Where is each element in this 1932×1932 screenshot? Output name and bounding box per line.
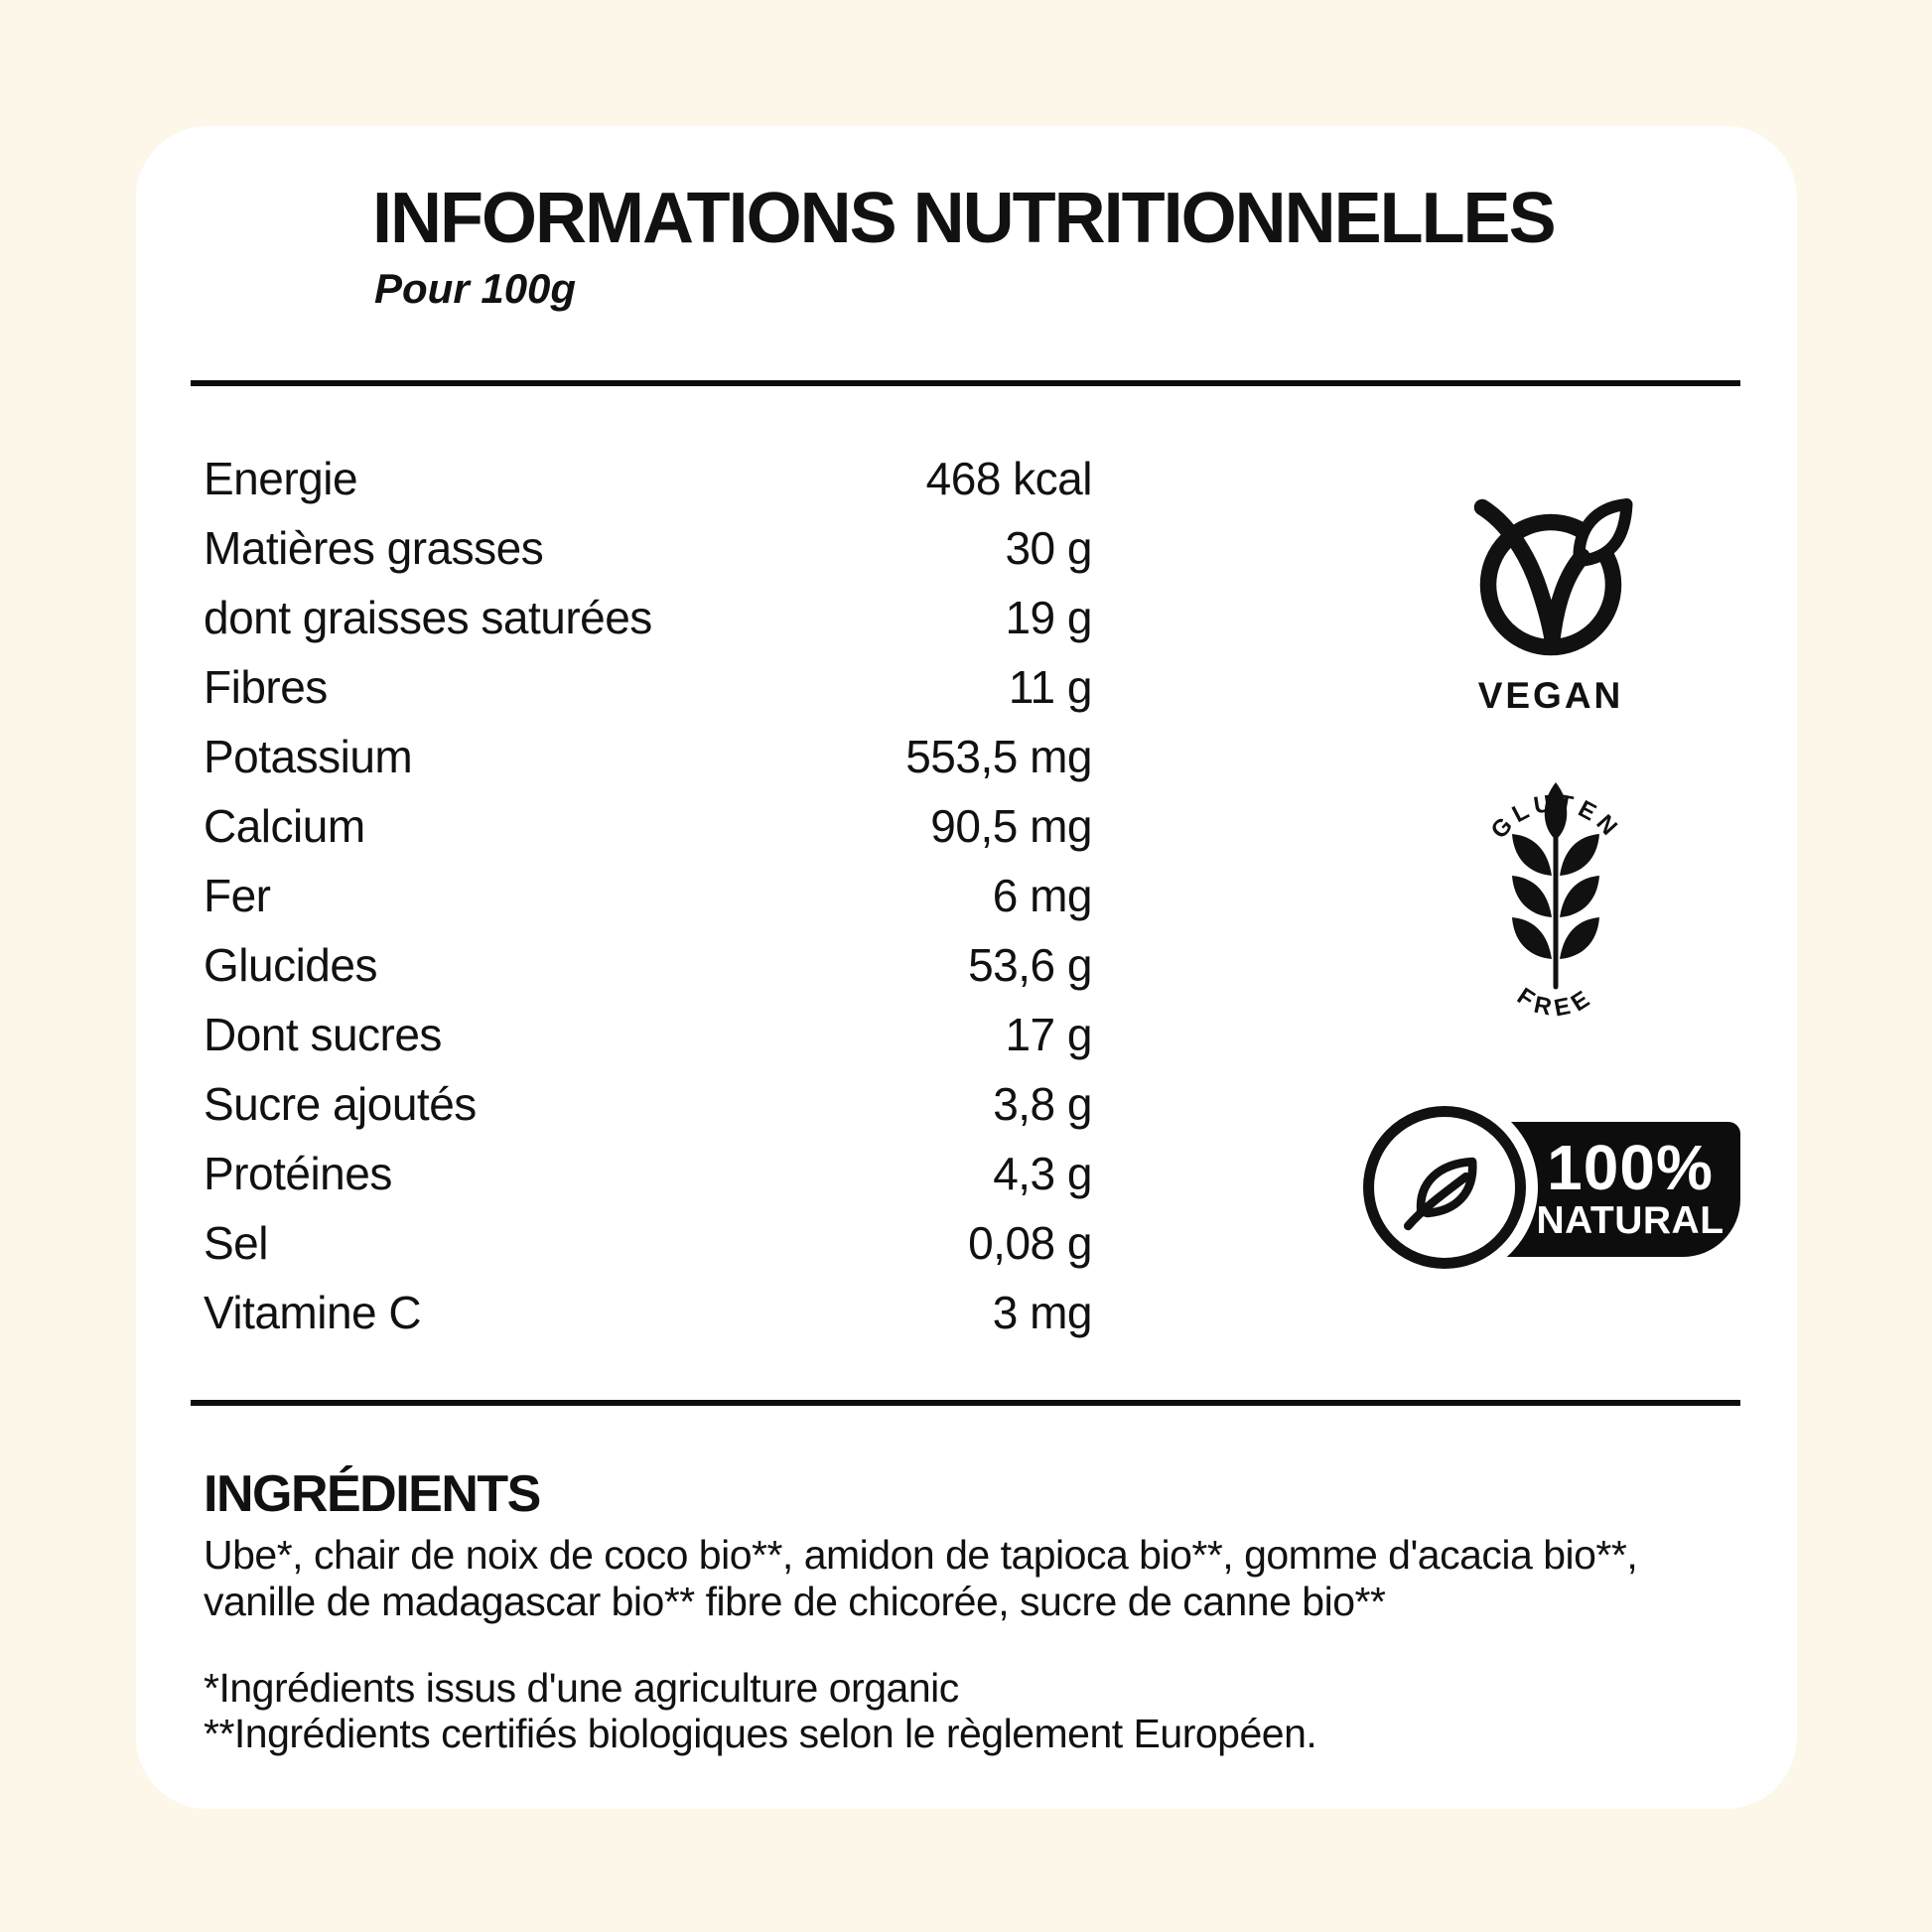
nutrition-row: Matières grasses 30 g [204, 513, 1092, 583]
footnote-organic: *Ingrédients issus d'une agriculture org… [204, 1665, 959, 1711]
nutrient-label: Dont sucres [204, 1009, 442, 1060]
label-card: INFORMATIONS NUTRITIONNELLES Pour 100g E… [136, 126, 1797, 1809]
nutrient-value: 30 g [1005, 522, 1092, 574]
nutrient-label: Energie [204, 453, 358, 504]
nutrition-row: Dont sucres 17 g [204, 1000, 1092, 1069]
nutrition-row: Protéines 4,3 g [204, 1139, 1092, 1208]
nutrient-value: 3 mg [992, 1287, 1093, 1338]
nutrition-row: Energie 468 kcal [204, 444, 1093, 513]
vegan-badge: VEGAN [1461, 489, 1640, 717]
nutrient-value: 17 g [1005, 1009, 1092, 1060]
nutrition-row: Vitamine C 3 mg [204, 1278, 1093, 1347]
nutrition-table: Energie 468 kcal Matières grasses 30 g dont … [204, 444, 1093, 1347]
nutrient-label: Fibres [204, 661, 328, 713]
nutrient-value: 553,5 mg [905, 731, 1092, 782]
natural-word: NATURAL [1536, 1199, 1725, 1242]
nutrition-row: Fibres 11 g [204, 652, 1093, 722]
nutrient-value: 468 kcal [925, 453, 1093, 504]
divider-bottom [191, 1400, 1740, 1406]
natural-badge-text: 100% NATURAL [1528, 1122, 1732, 1257]
nutrition-row: Calcium 90,5 mg [204, 791, 1092, 861]
nutrition-row: Fer 6 mg [204, 861, 1093, 930]
nutrient-label: Vitamine C [204, 1287, 422, 1338]
ingredients-text: Ube*, chair de noix de coco bio**, amido… [204, 1532, 1638, 1624]
nutrient-label: Calcium [204, 800, 365, 852]
nutrient-value: 90,5 mg [930, 800, 1092, 852]
footnote-bio: **Ingrédients certifiés biologiques selo… [204, 1711, 1317, 1756]
natural-leaf-roundel [1363, 1106, 1526, 1269]
wheat-icon [1512, 782, 1599, 990]
nutrient-value: 6 mg [992, 870, 1093, 921]
nutrition-row: Potassium 553,5 mg [204, 722, 1092, 791]
gluten-free-badge: GLUTEN FREE [1486, 782, 1620, 1023]
ingredients-heading: INGRÉDIENTS [204, 1465, 541, 1523]
nutrition-row: dont graisses saturées 19 g [204, 583, 1092, 652]
nutrient-value: 53,6 g [968, 939, 1092, 991]
nutrition-row: Sucre ajoutés 3,8 g [204, 1069, 1092, 1139]
nutrient-label: dont graisses saturées [204, 592, 652, 643]
nutrient-value: 4,3 g [993, 1148, 1092, 1199]
leaf-in-circle-icon [1403, 1157, 1477, 1231]
nutrient-value: 0,08 g [968, 1217, 1092, 1269]
nutrition-row: Glucides 53,6 g [204, 930, 1092, 1000]
nutrient-value: 3,8 g [993, 1078, 1092, 1130]
nutrient-label: Matières grasses [204, 522, 544, 574]
nutrient-label: Sucre ajoutés [204, 1078, 477, 1130]
vegan-badge-label: VEGAN [1477, 675, 1624, 716]
nutrient-label: Protéines [204, 1148, 392, 1199]
nutrient-value: 11 g [1008, 661, 1093, 713]
nutrient-label: Sel [204, 1217, 268, 1269]
nutrient-value: 19 g [1005, 592, 1092, 643]
divider-top [191, 380, 1740, 386]
page-title: INFORMATIONS NUTRITIONNELLES [372, 179, 1557, 258]
nutrition-row: Sel 0,08 g [204, 1208, 1092, 1278]
serving-size: Pour 100g [374, 265, 577, 312]
nutrient-label: Glucides [204, 939, 377, 991]
nutrient-label: Fer [204, 870, 271, 921]
natural-percent: 100% [1547, 1132, 1714, 1203]
vegan-v-leaf-circle-icon [1473, 498, 1633, 656]
nutrient-label: Potassium [204, 731, 413, 782]
